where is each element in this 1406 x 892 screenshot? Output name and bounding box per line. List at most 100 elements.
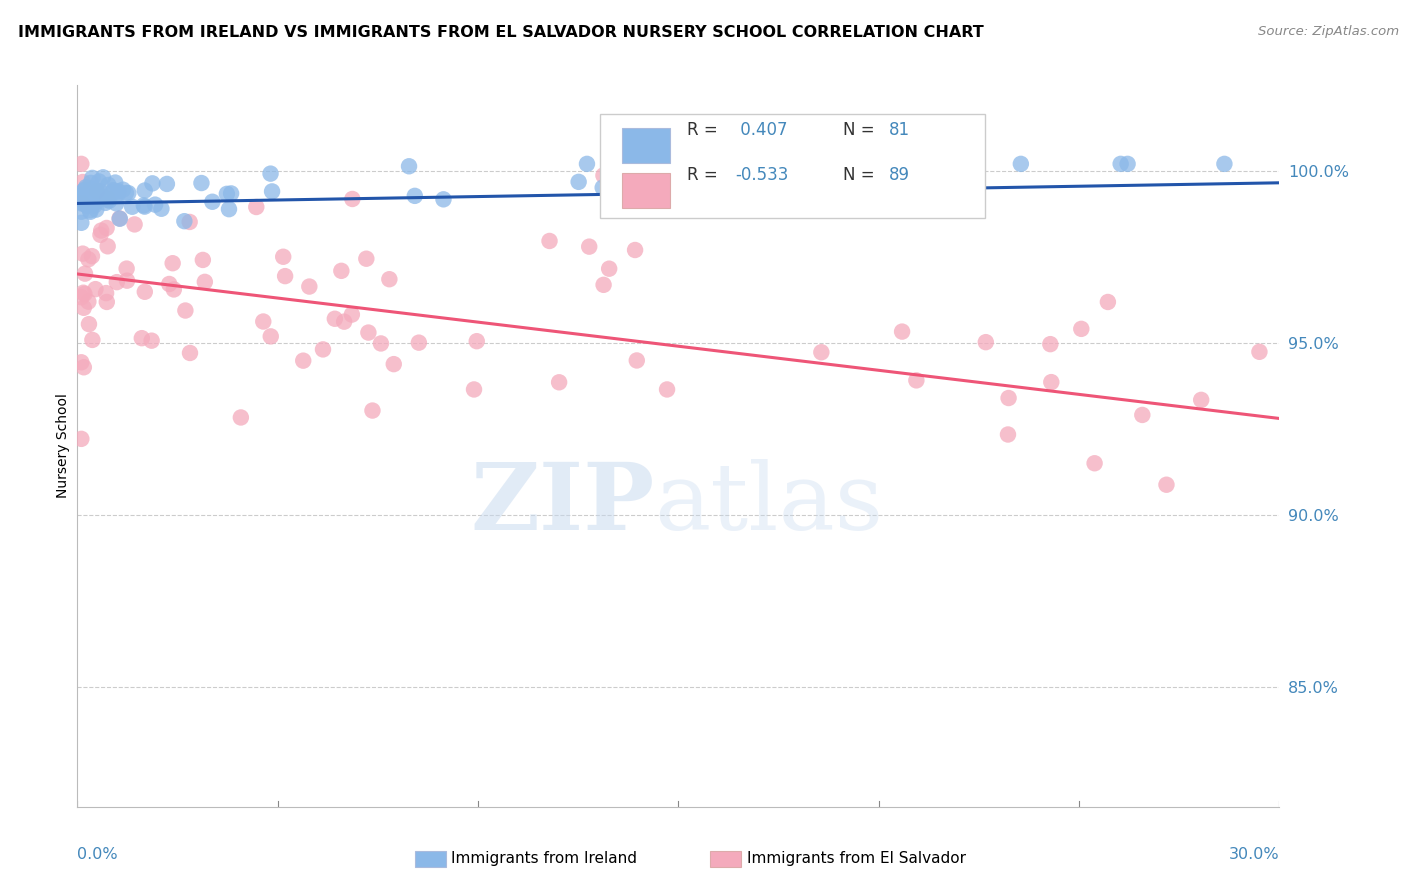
- Point: [592, 180, 614, 194]
- Text: Source: ZipAtlas.com: Source: ZipAtlas.com: [1258, 25, 1399, 38]
- Point: [575, 157, 598, 171]
- Point: [70, 196, 93, 211]
- Point: [115, 186, 138, 200]
- Point: [538, 234, 561, 248]
- Point: [174, 303, 197, 318]
- Point: [91, 170, 114, 185]
- Point: [810, 345, 832, 359]
- Point: [107, 185, 129, 199]
- Point: [624, 243, 647, 257]
- Point: [1116, 157, 1139, 171]
- Point: [382, 357, 405, 371]
- Point: [548, 376, 571, 390]
- Point: [229, 410, 252, 425]
- Point: [592, 277, 614, 292]
- Point: [108, 211, 131, 226]
- Point: [201, 194, 224, 209]
- Point: [83, 198, 105, 212]
- Point: [215, 186, 238, 201]
- Point: [218, 202, 240, 216]
- Point: [96, 193, 118, 207]
- Point: [1040, 375, 1063, 389]
- Point: [333, 315, 356, 329]
- Point: [432, 192, 454, 206]
- Point: [105, 275, 128, 289]
- Point: [404, 189, 426, 203]
- Point: [90, 190, 112, 204]
- Point: [70, 355, 93, 369]
- Point: [131, 331, 153, 345]
- Point: [75, 180, 97, 194]
- Point: [260, 329, 283, 343]
- Point: [89, 185, 111, 199]
- Text: Immigrants from El Salvador: Immigrants from El Salvador: [747, 852, 966, 866]
- Point: [115, 261, 138, 276]
- Point: [105, 196, 128, 211]
- Point: [83, 188, 105, 202]
- Text: 81: 81: [889, 121, 910, 139]
- Point: [173, 214, 195, 228]
- Point: [117, 186, 139, 200]
- Point: [568, 175, 591, 189]
- Point: [70, 195, 93, 210]
- Point: [190, 176, 212, 190]
- Point: [108, 211, 131, 226]
- Point: [84, 202, 107, 217]
- Point: [83, 184, 105, 198]
- Point: [905, 373, 928, 387]
- Point: [70, 192, 93, 206]
- Point: [997, 391, 1019, 405]
- Point: [997, 427, 1019, 442]
- Point: [1249, 344, 1271, 359]
- Point: [298, 279, 321, 293]
- Point: [72, 285, 94, 300]
- Point: [124, 218, 146, 232]
- Point: [162, 256, 184, 270]
- Point: [292, 353, 315, 368]
- Point: [274, 269, 297, 284]
- Point: [84, 195, 107, 210]
- Point: [194, 275, 217, 289]
- Point: [1156, 477, 1178, 491]
- Point: [271, 250, 294, 264]
- Point: [79, 203, 101, 218]
- Point: [1010, 157, 1032, 171]
- Point: [84, 282, 107, 296]
- Point: [115, 274, 138, 288]
- Point: [340, 308, 363, 322]
- Point: [73, 360, 96, 375]
- Text: 0.407: 0.407: [735, 121, 787, 139]
- Point: [72, 246, 94, 260]
- Point: [79, 196, 101, 211]
- Point: [72, 188, 94, 202]
- Text: IMMIGRANTS FROM IRELAND VS IMMIGRANTS FROM EL SALVADOR NURSERY SCHOOL CORRELATIO: IMMIGRANTS FROM IRELAND VS IMMIGRANTS FR…: [18, 25, 984, 40]
- Point: [90, 223, 112, 237]
- Point: [754, 164, 776, 178]
- Point: [179, 215, 201, 229]
- Point: [82, 181, 104, 195]
- Point: [1130, 408, 1153, 422]
- Bar: [600, 113, 986, 219]
- Point: [70, 432, 93, 446]
- Point: [94, 195, 117, 210]
- Point: [79, 204, 101, 219]
- Point: [70, 290, 93, 304]
- Point: [70, 216, 93, 230]
- Point: [262, 185, 284, 199]
- Text: ZIP: ZIP: [470, 458, 654, 549]
- Point: [891, 325, 914, 339]
- Point: [80, 249, 103, 263]
- Text: atlas: atlas: [654, 458, 883, 549]
- Point: [104, 176, 127, 190]
- Point: [97, 239, 120, 253]
- Point: [79, 194, 101, 209]
- Text: R =: R =: [686, 121, 723, 139]
- Point: [84, 186, 107, 201]
- Point: [87, 174, 110, 188]
- Point: [96, 221, 118, 235]
- Point: [330, 264, 353, 278]
- Point: [156, 177, 179, 191]
- Point: [357, 326, 380, 340]
- Text: -0.533: -0.533: [735, 166, 789, 184]
- Text: 89: 89: [889, 166, 910, 184]
